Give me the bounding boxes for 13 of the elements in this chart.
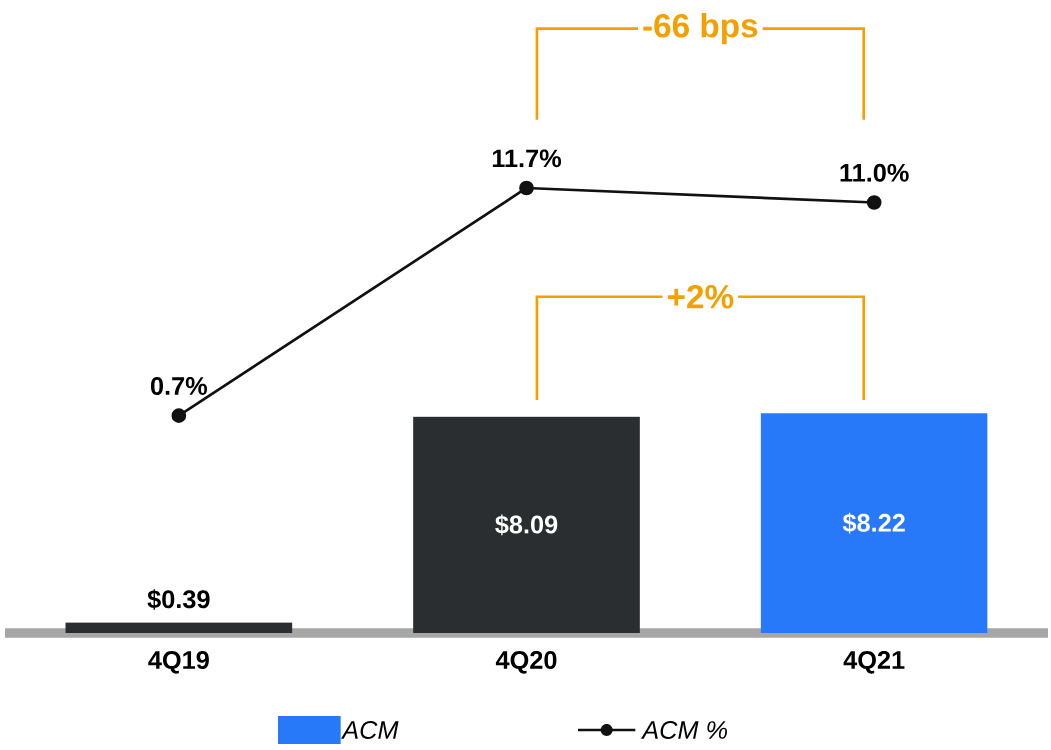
x-tick-label: 4Q20: [495, 651, 557, 674]
data-label: $0.39: [147, 589, 210, 610]
data-label: 0.7%: [150, 377, 208, 395]
data-label: 11.7%: [492, 149, 562, 168]
data-label: $8.22: [842, 512, 905, 534]
x-tick-label: 4Q19: [148, 651, 209, 674]
annotation: +2%: [667, 284, 734, 309]
annotation: -66 bps: [643, 13, 758, 45]
x-tick-label: 4Q21: [843, 651, 905, 674]
legend-label: ACM %: [641, 721, 728, 739]
legend-label: ACM: [341, 721, 399, 739]
data-label: 11.0%: [840, 163, 909, 182]
data-label: $8.09: [495, 514, 558, 536]
